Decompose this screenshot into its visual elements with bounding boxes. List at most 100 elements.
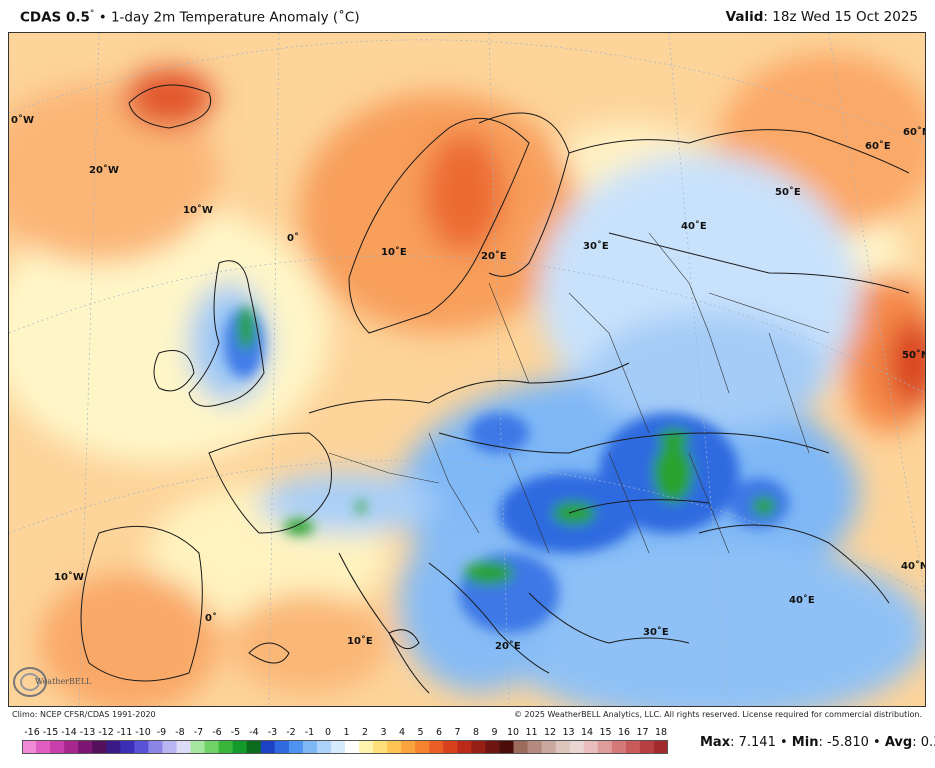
colorbar-swatch [260, 740, 276, 754]
colorbar-swatch [22, 740, 37, 754]
colorbar-swatch [78, 740, 93, 754]
coord-label: 40˚E [789, 594, 815, 606]
colorbar-tick-label: -11 [116, 727, 133, 738]
header: CDAS 0.5° • 1-day 2m Temperature Anomaly… [0, 0, 935, 30]
title-text: • 1-day 2m Temperature Anomaly (˚C) [98, 9, 360, 26]
coord-label: 40˚E [681, 220, 707, 232]
logo-text: WeatherBELL [35, 677, 92, 686]
colorbar-swatch [527, 740, 543, 754]
colorbar-tick-label: -16 [24, 727, 40, 738]
colorbar-tick-label: 5 [417, 727, 424, 738]
colorbar-swatch [359, 740, 374, 754]
colorbar-tick-label: -5 [230, 727, 241, 738]
min-label: Min [791, 735, 819, 750]
colorbar-swatch [471, 740, 486, 754]
anomaly-map: 0˚W 20˚W 10˚W 0˚ 10˚E 20˚E 30˚E 40˚E 50˚E 60˚E 60˚… [8, 32, 926, 707]
colorbar-tick-label: -2 [286, 727, 296, 738]
colorbar-tick-label: 8 [472, 727, 480, 738]
colorbar-swatch [92, 740, 107, 754]
colorbar-swatch [106, 740, 121, 754]
colorbar-tick-label: 12 [543, 727, 557, 738]
colorbar-tick-label: 0 [324, 727, 332, 738]
colorbar-tick-label: -7 [193, 727, 204, 738]
colorbar-swatch [176, 740, 192, 754]
colorbar-tick-label: 2 [361, 727, 369, 738]
colorbar-swatch [387, 740, 402, 754]
colorbar-swatch [134, 740, 149, 754]
colorbar-swatch [204, 740, 220, 754]
coord-label: 10˚E [347, 635, 373, 647]
colorbar-swatch [190, 740, 206, 754]
colorbar-tick-label: 10 [506, 727, 520, 738]
coord-label: 0˚W [11, 114, 34, 126]
colorbar-swatch [148, 740, 163, 754]
borders [328, 232, 830, 554]
colorbar-swatch [288, 740, 304, 754]
colorbar-tick-label: 3 [380, 727, 387, 738]
colorbar-tick-label: -12 [98, 727, 114, 738]
colorbar-swatch [499, 740, 515, 754]
chart-title: CDAS 0.5° • 1-day 2m Temperature Anomaly… [20, 9, 360, 26]
colorbar-tick-label: 16 [617, 727, 631, 738]
weatherbell-logo [12, 664, 92, 700]
colorbar-swatch [36, 740, 51, 754]
colorbar-swatch [162, 740, 177, 754]
colorbar-swatch [457, 740, 472, 754]
coord-label: 40˚N [901, 560, 925, 572]
copyright-note: © 2025 WeatherBELL Analytics, LLC. All r… [514, 710, 922, 719]
colorbar-swatch [513, 740, 529, 754]
coord-label: 10˚E [381, 246, 407, 258]
colorbar-tick-label: 15 [599, 727, 612, 738]
colorbar-tick-label: 14 [580, 727, 594, 738]
colorbar-swatch [218, 740, 234, 754]
colorbar-tick-label: -6 [212, 727, 222, 738]
colorbar-tick-label: 9 [491, 727, 498, 738]
colorbar-swatch [443, 740, 458, 754]
colorbar-swatch [274, 740, 290, 754]
colorbar-tick-label: -3 [267, 727, 278, 738]
colorbar-tick-label: -14 [61, 727, 77, 738]
map-canvas: 0˚W 20˚W 10˚W 0˚ 10˚E 20˚E 30˚E 40˚E 50˚E 60˚E 60˚… [9, 33, 925, 706]
colorbar-tick-label: 4 [398, 727, 406, 738]
coord-label: 50˚N [902, 349, 925, 361]
colorbar-tick-label: -13 [79, 727, 96, 738]
colorbar-swatch [373, 740, 388, 754]
colorbar-swatch [316, 740, 332, 754]
colorbar-ticks: -16 -15 -14 -13 -12 -11 -10 -9 -8 -7 -6 -5 -4 -3 -2 -1 0… [22, 727, 668, 739]
coord-label: 20˚E [495, 640, 521, 652]
colorbar-swatch [415, 740, 430, 754]
colorbar-swatch [541, 740, 557, 754]
colorbar-border [22, 740, 668, 754]
valid-label: Valid [725, 9, 764, 25]
colorbar-swatch [302, 740, 318, 754]
summary-stats: Max: 7.141 • Min: -5.810 • Avg: 0.325 [700, 735, 935, 750]
coord-label: 60˚E [865, 140, 891, 152]
coord-label: 0˚ [287, 232, 299, 244]
avg-label: Avg [884, 735, 913, 750]
avg-value: : 0.325 [912, 735, 935, 750]
min-value: : -5.810 [818, 735, 869, 750]
colorbar-tick-label: -10 [135, 727, 151, 738]
colorbar-tick-label: 13 [562, 727, 575, 738]
valid-time: Valid: 18z Wed 15 Oct 2025 [726, 9, 918, 25]
colorbar [22, 740, 668, 754]
stats-sep-2: • [873, 735, 881, 750]
colorbar-swatch [625, 740, 641, 754]
colorbar-swatch [64, 740, 79, 754]
colorbar-tick-label: 17 [636, 727, 649, 738]
colorbar-tick-label: -1 [304, 727, 315, 738]
colorbar-tick-label: 1 [343, 727, 350, 738]
colorbar-swatch [120, 740, 135, 754]
coord-label: 10˚W [54, 571, 84, 583]
colorbar-tick-label: 7 [454, 727, 461, 738]
coord-label: 20˚E [481, 250, 507, 262]
colorbar-tick-label: -4 [249, 727, 259, 738]
colorbar-swatch [330, 740, 346, 754]
colorbar-swatch [611, 740, 627, 754]
colorbar-swatch [583, 740, 599, 754]
colorbar-swatch [50, 740, 65, 754]
valid-value: : 18z Wed 15 Oct 2025 [763, 9, 918, 25]
colorbar-tick-label: 6 [435, 727, 443, 738]
model-degree: ° [89, 9, 95, 19]
colorbar-swatch [653, 740, 668, 754]
